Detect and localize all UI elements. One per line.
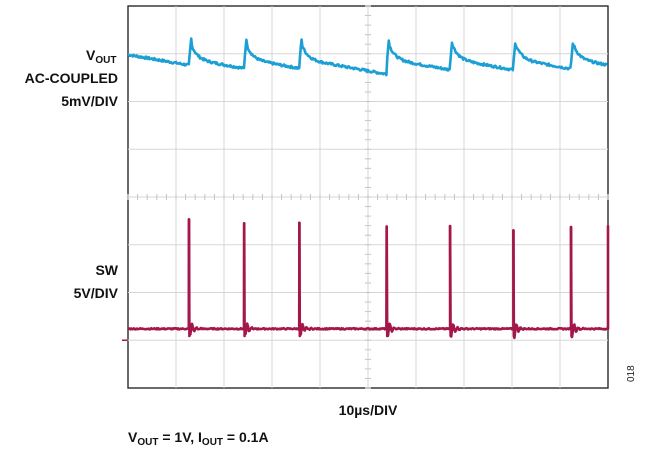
- caption-iout-sub: OUT: [202, 437, 223, 448]
- vout-coupling-label: AC-COUPLED: [25, 70, 118, 86]
- sw-trace: [127, 218, 608, 340]
- figure-id: 018: [626, 365, 637, 382]
- vout-label-sub: OUT: [95, 55, 116, 66]
- vout-channel-label: VOUT AC-COUPLED 5mV/DIV: [25, 47, 119, 109]
- grid: [127, 5, 609, 389]
- traces: [127, 37, 610, 340]
- sw-scale-label: 5V/DIV: [74, 285, 119, 301]
- vout-trace: [127, 37, 608, 77]
- x-axis-label: 10µs/DIV: [339, 402, 398, 418]
- caption-vout-sub: OUT: [137, 437, 158, 448]
- caption-vout-main: V: [128, 429, 138, 445]
- conditions-caption: VOUT = 1V, IOUT = 0.1A: [128, 429, 269, 448]
- caption-vout-value: = 1V, I: [158, 429, 201, 445]
- svg-text:VOUT: VOUT: [86, 47, 116, 66]
- caption-iout-value: = 0.1A: [223, 429, 269, 445]
- vout-label-main: V: [86, 47, 96, 63]
- plot-area: [122, 5, 610, 389]
- sw-label: SW: [95, 262, 118, 278]
- vout-scale-label: 5mV/DIV: [61, 93, 118, 109]
- sw-channel-label: SW 5V/DIV: [74, 262, 119, 301]
